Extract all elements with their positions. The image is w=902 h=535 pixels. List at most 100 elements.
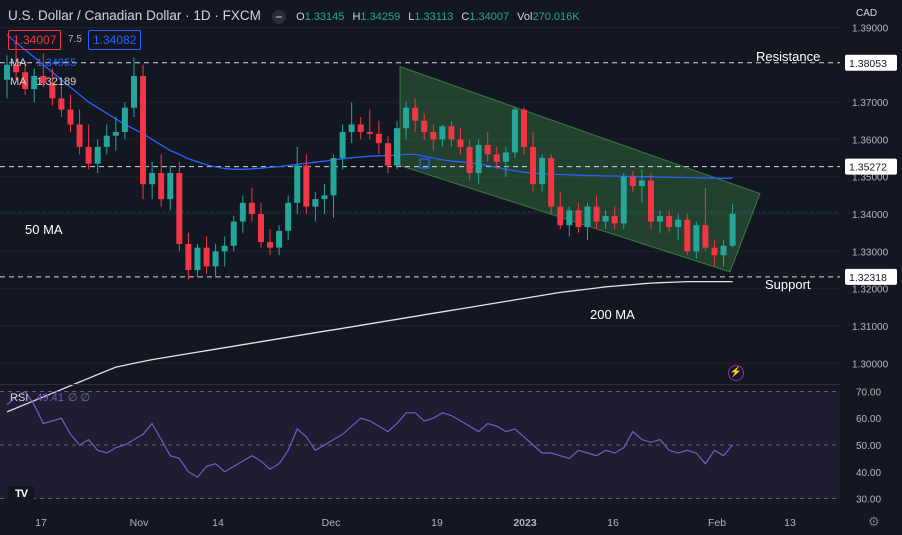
candle-body — [330, 158, 337, 196]
price-tag-label: 1.38053 — [849, 58, 887, 70]
candle-body — [185, 243, 192, 271]
candle-body — [602, 215, 609, 222]
level-lines[interactable] — [0, 62, 840, 278]
candle-body — [13, 64, 20, 73]
ma200-legend[interactable]: MA 1.32189 — [10, 76, 76, 88]
candle-body — [4, 64, 10, 80]
ma200-annotation: 200 MA — [590, 307, 635, 322]
low-value: 1.33113 — [414, 11, 454, 23]
ma50-line[interactable] — [6, 34, 733, 179]
time-tick-label: Dec — [322, 517, 341, 529]
currency-selector[interactable]: CAD — [856, 8, 878, 19]
high-value: 1.34259 — [360, 11, 401, 23]
candle-body — [140, 75, 147, 185]
candle-body — [421, 120, 428, 132]
candle-body — [103, 135, 110, 147]
candle-body — [67, 109, 74, 125]
high-label: H — [352, 11, 361, 23]
candle-body — [548, 158, 555, 207]
candle-body — [684, 219, 691, 252]
candle-body — [112, 131, 119, 136]
anchor-handle[interactable] — [419, 158, 430, 169]
candle-body — [40, 75, 47, 84]
chart-header: U.S. Dollar / Canadian Dollar · 1D · FXC… — [8, 8, 585, 24]
rsi-axis[interactable]: 70.00 60.00 50.00 40.00 30.00 — [856, 387, 881, 505]
time-tick-label: Feb — [708, 517, 726, 529]
price-tick-label: 1.39000 — [852, 23, 889, 34]
candles[interactable] — [4, 42, 736, 280]
gear-icon[interactable]: ⚙ — [868, 514, 880, 529]
rsi-legend-symbols: ∅ ∅ — [67, 392, 91, 404]
ohlc-readout: O1.33145 H1.34259 L1.33113 C1.34007 Vol2… — [296, 11, 585, 23]
sell-price-button[interactable]: 1.34007 — [8, 30, 62, 50]
price-tick-label: 1.34000 — [852, 210, 889, 221]
candle-body — [675, 219, 682, 228]
candle-body — [49, 83, 56, 99]
candle-body — [620, 176, 627, 224]
candle-body — [176, 173, 183, 244]
candle-body — [702, 225, 709, 248]
symbol-title[interactable]: U.S. Dollar / Canadian Dollar · 1D · FXC… — [8, 8, 261, 23]
candle-body — [729, 213, 736, 246]
low-label: L — [408, 11, 415, 23]
candle-body — [339, 131, 346, 159]
candle-body — [212, 251, 219, 267]
candle-body — [566, 210, 573, 226]
price-axis[interactable]: 1.39000 1.37000 1.36000 1.35000 1.34000 1.330… — [852, 23, 889, 370]
candle-body — [593, 206, 600, 222]
candle-body — [375, 133, 382, 144]
candle-body — [511, 109, 518, 153]
rsi-legend-value: 49.41 — [36, 392, 64, 404]
chart-annotations: Resistance Support 50 MA 200 MA — [25, 49, 820, 322]
price-tick-label: 1.35000 — [852, 173, 889, 184]
candle-body — [439, 126, 446, 140]
candle-body — [312, 199, 319, 207]
candle-body — [357, 124, 364, 132]
candle-body — [484, 145, 491, 155]
candle-body — [647, 180, 654, 222]
price-tag-box — [845, 268, 897, 285]
candle-body — [575, 210, 582, 228]
price-tick-label: 1.30000 — [852, 359, 889, 370]
ma200-line[interactable] — [6, 280, 733, 413]
candle-body — [384, 143, 391, 166]
volume-label: Vol — [517, 11, 533, 23]
candle-body — [239, 202, 246, 222]
rsi-reference-lines — [0, 390, 840, 499]
rsi-legend[interactable]: RSI 49.41 ∅ ∅ — [10, 391, 90, 404]
resistance-label: Resistance — [756, 49, 820, 64]
tradingview-logo[interactable]: TV — [8, 486, 34, 502]
candle-body — [194, 247, 201, 271]
price-tags: 1.38053 1.35272 1.32318 — [845, 54, 897, 285]
open-value: 1.33145 — [304, 11, 345, 23]
candle-body — [657, 215, 664, 222]
rsi-tick-label: 40.00 — [856, 468, 881, 479]
candle-body — [530, 146, 537, 185]
buy-price-button[interactable]: 1.34082 — [88, 30, 142, 50]
candle-body — [230, 221, 237, 246]
lightning-icon[interactable]: ⚡ — [728, 365, 744, 381]
candle-body — [448, 126, 455, 140]
candle-body — [85, 146, 92, 164]
candle-body — [158, 173, 165, 200]
candle-body — [348, 124, 355, 132]
spread-value: 7.5 — [68, 34, 82, 45]
candle-body — [121, 107, 128, 132]
candle-body — [403, 107, 410, 129]
price-tag-label: 1.32318 — [849, 272, 887, 284]
candle-body — [130, 75, 137, 108]
ma50-legend[interactable]: MA 1.34955 — [10, 57, 76, 69]
candle-body — [203, 247, 210, 267]
rsi-tick-label: 30.00 — [856, 495, 881, 506]
time-tick-label: Nov — [130, 517, 149, 529]
rsi-line[interactable] — [6, 390, 734, 478]
collapse-icon[interactable] — [272, 9, 287, 24]
time-axis[interactable]: 17 Nov 14 Dec 19 2023 16 Feb 13 — [35, 517, 796, 529]
price-tick-label: 1.33000 — [852, 247, 889, 258]
candle-body — [539, 158, 546, 185]
grid — [0, 26, 840, 364]
candle-body — [22, 72, 29, 90]
candle-body — [285, 202, 292, 231]
pane-divider[interactable] — [0, 384, 840, 385]
